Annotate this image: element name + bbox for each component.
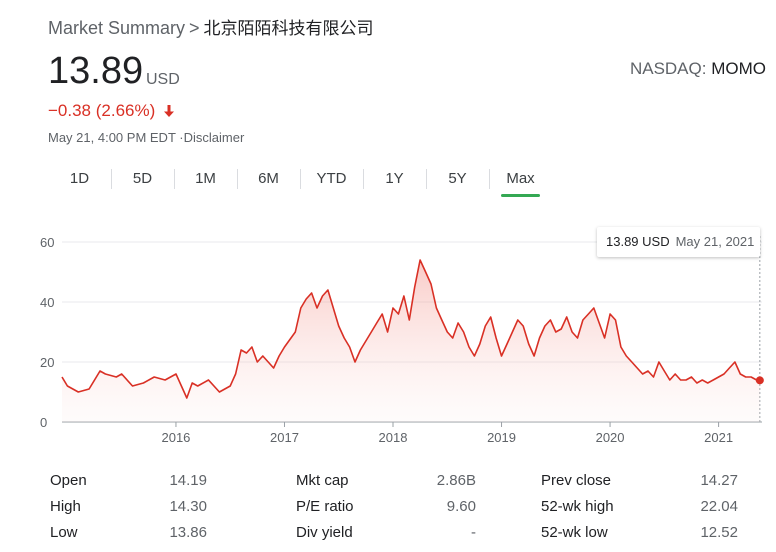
stats-column: Open 14.19 High 14.30 Low 13.86 — [50, 468, 207, 546]
stat-row: Prev close 14.27 — [541, 468, 738, 494]
stat-row: 52-wk low 12.52 — [541, 520, 738, 546]
stat-row: Low 13.86 — [50, 520, 207, 546]
y-tick-label: 60 — [40, 235, 54, 250]
stat-row: Div yield - — [296, 520, 476, 546]
stat-label: 52-wk high — [541, 498, 614, 515]
tab-5d[interactable]: 5D — [111, 165, 174, 193]
tab-5y[interactable]: 5Y — [426, 165, 489, 193]
breadcrumb-section[interactable]: Market Summary — [48, 18, 186, 38]
chart-tooltip: 13.89 USD May 21, 2021 — [597, 227, 760, 257]
tab-1y[interactable]: 1Y — [363, 165, 426, 193]
tab-ytd[interactable]: YTD — [300, 165, 363, 193]
tab-1m[interactable]: 1M — [174, 165, 237, 193]
current-price: 13.89 — [48, 50, 144, 92]
y-tick-label: 20 — [40, 355, 54, 370]
stat-value: 22.04 — [700, 498, 738, 515]
disclaimer-link[interactable]: ·Disclaimer — [179, 130, 245, 145]
tooltip-price: 13.89 USD — [606, 234, 670, 249]
stat-value: 14.30 — [169, 498, 207, 515]
y-tick-label: 0 — [40, 415, 47, 430]
stats-column: Prev close 14.27 52-wk high 22.04 52-wk low 1… — [541, 468, 738, 546]
stat-label: 52-wk low — [541, 524, 608, 541]
x-tick-label: 2020 — [596, 430, 625, 445]
stats-column: Mkt cap 2.86B P/E ratio 9.60 Div yield - — [296, 468, 476, 546]
stat-row: High 14.30 — [50, 494, 207, 520]
stat-row: P/E ratio 9.60 — [296, 494, 476, 520]
stat-value: 14.19 — [169, 472, 207, 489]
range-tabs: 1D 5D 1M 6M YTD 1Y 5Y Max — [48, 165, 552, 197]
stat-row: 52-wk high 22.04 — [541, 494, 738, 520]
stat-label: Mkt cap — [296, 472, 349, 489]
ticker-symbol: MOMO — [711, 59, 766, 78]
stat-label: Low — [50, 524, 78, 541]
quote-timestamp: May 21, 4:00 PM EDT ·Disclaimer — [48, 130, 244, 145]
price-change-value: −0.38 (2.66%) — [48, 101, 156, 120]
y-tick-label: 40 — [40, 295, 54, 310]
x-tick-label: 2019 — [487, 430, 516, 445]
stat-value: 13.86 — [169, 524, 207, 541]
tab-max[interactable]: Max — [489, 165, 552, 197]
stat-row: Open 14.19 — [50, 468, 207, 494]
stat-row: Mkt cap 2.86B — [296, 468, 476, 494]
company-name: 北京陌陌科技有限公司 — [203, 19, 374, 39]
tooltip-date: May 21, 2021 — [675, 234, 755, 249]
tab-1d[interactable]: 1D — [69, 170, 90, 187]
stat-value: 14.27 — [700, 472, 738, 489]
currency-label: USD — [146, 71, 180, 88]
stat-label: Div yield — [296, 524, 353, 541]
stat-value: 12.52 — [700, 524, 738, 541]
price-change: −0.38 (2.66%) — [48, 101, 174, 121]
breadcrumb-separator: > — [189, 18, 200, 38]
price-line — [61, 259, 760, 399]
timestamp-text: May 21, 4:00 PM EDT — [48, 130, 176, 145]
stat-label: Open — [50, 472, 87, 489]
exchange-name: NASDAQ: — [629, 59, 707, 78]
stat-label: High — [50, 498, 81, 515]
breadcrumb: Market Summary > 北京陌陌科技有限公司 — [48, 14, 374, 39]
arrow-down-icon — [164, 105, 174, 117]
stat-value: 9.60 — [446, 498, 476, 515]
price-chart[interactable]: 0 20 40 60 2016 2017 2018 2019 2020 2021 — [0, 200, 776, 450]
stat-value: - — [471, 524, 476, 541]
x-tick-label: 2018 — [379, 430, 408, 445]
x-tick-label: 2017 — [270, 430, 299, 445]
stat-value: 2.86B — [436, 472, 476, 489]
latest-price-point — [755, 376, 764, 385]
x-tick-label: 2021 — [704, 430, 733, 445]
exchange-ticker: NASDAQ: MOMO — [630, 59, 766, 79]
x-tick-label: 2016 — [161, 430, 190, 445]
stat-label: Prev close — [541, 472, 612, 489]
price-area — [62, 260, 760, 422]
tab-6m[interactable]: 6M — [237, 165, 300, 193]
stat-label: P/E ratio — [296, 498, 354, 515]
